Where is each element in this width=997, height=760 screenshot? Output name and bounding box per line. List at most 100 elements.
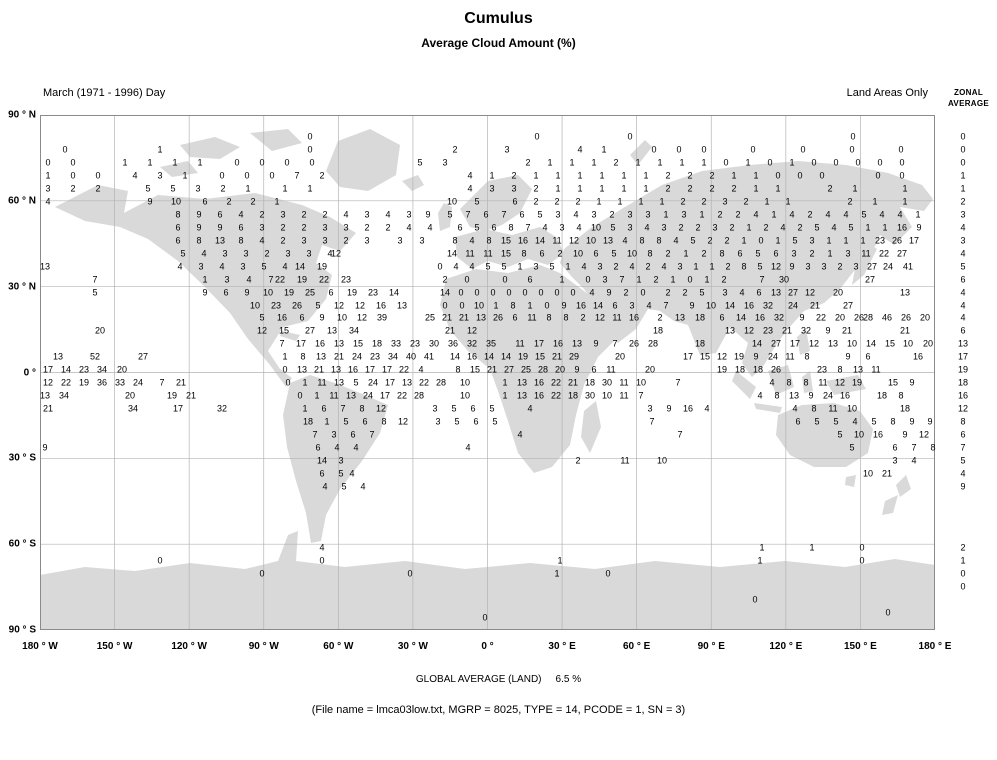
landmass-novaya-zemlya bbox=[630, 140, 652, 165]
cloud-amount-value: 2 bbox=[735, 209, 741, 220]
cloud-amount-value: 3 bbox=[853, 261, 859, 272]
period-label: March (1971 - 1996) Day bbox=[43, 87, 166, 99]
zonal-average-value: 0 bbox=[960, 131, 966, 142]
cloud-amount-value: 11 bbox=[612, 312, 622, 323]
cloud-amount-value: 23 bbox=[78, 364, 90, 375]
cloud-amount-value: 4 bbox=[879, 209, 885, 220]
cloud-amount-value: 24 bbox=[351, 351, 363, 362]
cloud-amount-value: 8 bbox=[510, 300, 516, 311]
zonal-header-line2: AVERAGE bbox=[947, 98, 990, 108]
cloud-amount-value: 17 bbox=[533, 338, 545, 349]
cloud-amount-value: 16 bbox=[552, 338, 564, 349]
cloud-amount-value: 0 bbox=[285, 377, 291, 388]
cloud-amount-value: 6 bbox=[612, 300, 618, 311]
cloud-amount-value: 2 bbox=[575, 196, 581, 207]
cloud-amount-value: 27 bbox=[503, 364, 515, 375]
cloud-amount-value: 0 bbox=[723, 157, 729, 168]
cloud-amount-value: 0 bbox=[855, 157, 861, 168]
cloud-amount-value: 3 bbox=[364, 209, 370, 220]
cloud-amount-value: 10 bbox=[705, 300, 717, 311]
cloud-amount-value: 22 bbox=[550, 390, 562, 401]
cloud-amount-value: 16 bbox=[743, 300, 755, 311]
cloud-amount-value: 3 bbox=[555, 209, 561, 220]
zonal-average-value: 5 bbox=[960, 455, 966, 466]
cloud-amount-value: 19 bbox=[166, 390, 178, 401]
cloud-amount-value: 34 bbox=[348, 325, 360, 336]
cloud-amount-value: 13 bbox=[852, 364, 864, 375]
cloud-amount-value: 6 bbox=[539, 248, 545, 259]
cloud-amount-value: 13 bbox=[788, 390, 800, 401]
cloud-amount-value: 0 bbox=[319, 555, 325, 566]
cloud-amount-value: 0 bbox=[800, 144, 806, 155]
cloud-amount-value: 1 bbox=[757, 555, 763, 566]
cloud-amount-value: 9 bbox=[666, 403, 672, 414]
cloud-amount-value: 9 bbox=[909, 377, 915, 388]
cloud-amount-value: 0 bbox=[297, 390, 303, 401]
cloud-amount-value: 10 bbox=[170, 196, 182, 207]
cloud-amount-value: 0 bbox=[640, 287, 646, 298]
cloud-amount-value: 0 bbox=[234, 157, 240, 168]
cloud-amount-value: 27 bbox=[842, 300, 854, 311]
cloud-amount-value: 21 bbox=[841, 325, 853, 336]
cloud-amount-value: 1 bbox=[489, 170, 495, 181]
cloud-amount-value: 8 bbox=[381, 416, 387, 427]
cloud-amount-value: 5 bbox=[814, 222, 820, 233]
cloud-amount-value: 2 bbox=[707, 235, 713, 246]
cloud-amount-value: 0 bbox=[750, 144, 756, 155]
cloud-amount-value: 23 bbox=[762, 325, 774, 336]
cloud-amount-value: 21 bbox=[881, 468, 893, 479]
cloud-amount-value: 22 bbox=[418, 377, 430, 388]
cloud-amount-value: 33 bbox=[114, 377, 126, 388]
cloud-amount-value: 25 bbox=[424, 312, 436, 323]
cloud-amount-value: 0 bbox=[62, 144, 68, 155]
cloud-amount-value: 1 bbox=[302, 377, 308, 388]
cloud-amount-value: 3 bbox=[629, 300, 635, 311]
cloud-amount-value: 5 bbox=[849, 442, 855, 453]
cloud-amount-value: 17 bbox=[42, 364, 54, 375]
cloud-amount-value: 13 bbox=[214, 235, 226, 246]
cloud-amount-value: 1 bbox=[753, 183, 759, 194]
cloud-amount-value: 4 bbox=[132, 170, 138, 181]
cloud-amount-value: 3 bbox=[240, 261, 246, 272]
landmass-europe bbox=[455, 227, 564, 269]
cloud-amount-value: 3 bbox=[559, 222, 565, 233]
cloud-amount-value: 4 bbox=[542, 222, 548, 233]
zonal-average-value: 7 bbox=[960, 442, 966, 453]
cloud-amount-value: 14 bbox=[751, 338, 763, 349]
cloud-amount-value: 22 bbox=[815, 312, 827, 323]
cloud-amount-value: 1 bbox=[502, 377, 508, 388]
cloud-amount-value: 0 bbox=[458, 287, 464, 298]
cloud-amount-value: 3 bbox=[301, 235, 307, 246]
cloud-amount-value: 4 bbox=[789, 209, 795, 220]
cloud-amount-value: 0 bbox=[833, 157, 839, 168]
cloud-amount-value: 20 bbox=[919, 312, 931, 323]
cloud-amount-value: 11 bbox=[619, 377, 629, 388]
cloud-amount-value: 2 bbox=[665, 183, 671, 194]
cloud-amount-value: 12 bbox=[834, 377, 846, 388]
global-average-value: 6.5 % bbox=[555, 674, 582, 685]
cloud-amount-value: 5 bbox=[338, 468, 344, 479]
cloud-amount-value: 9 bbox=[42, 442, 48, 453]
cloud-amount-value: 1 bbox=[785, 196, 791, 207]
cloud-amount-value: 2 bbox=[623, 287, 629, 298]
region-label: Land Areas Only bbox=[846, 87, 928, 99]
cloud-amount-value: 20 bbox=[554, 364, 566, 375]
cloud-amount-value: 30 bbox=[428, 338, 440, 349]
zonal-average-value: 5 bbox=[960, 261, 966, 272]
cloud-amount-value: 9 bbox=[202, 287, 208, 298]
cloud-amount-value: 0 bbox=[45, 157, 51, 168]
cloud-amount-value: 1 bbox=[569, 157, 575, 168]
cloud-amount-value: 5 bbox=[537, 209, 543, 220]
cloud-amount-value: 7 bbox=[638, 390, 644, 401]
landmass-madagascar bbox=[581, 401, 601, 453]
cloud-amount-value: 11 bbox=[552, 235, 562, 246]
cloud-amount-value: 9 bbox=[902, 429, 908, 440]
cloud-amount-value: 20 bbox=[614, 351, 626, 362]
cloud-amount-value: 2 bbox=[250, 196, 256, 207]
cloud-amount-value: 20 bbox=[124, 390, 136, 401]
cloud-amount-value: 4 bbox=[911, 455, 917, 466]
cloud-amount-value: 14 bbox=[388, 287, 400, 298]
cloud-amount-value: 6 bbox=[217, 209, 223, 220]
cloud-amount-value: 3 bbox=[645, 209, 651, 220]
cloud-amount-value: 0 bbox=[544, 300, 550, 311]
